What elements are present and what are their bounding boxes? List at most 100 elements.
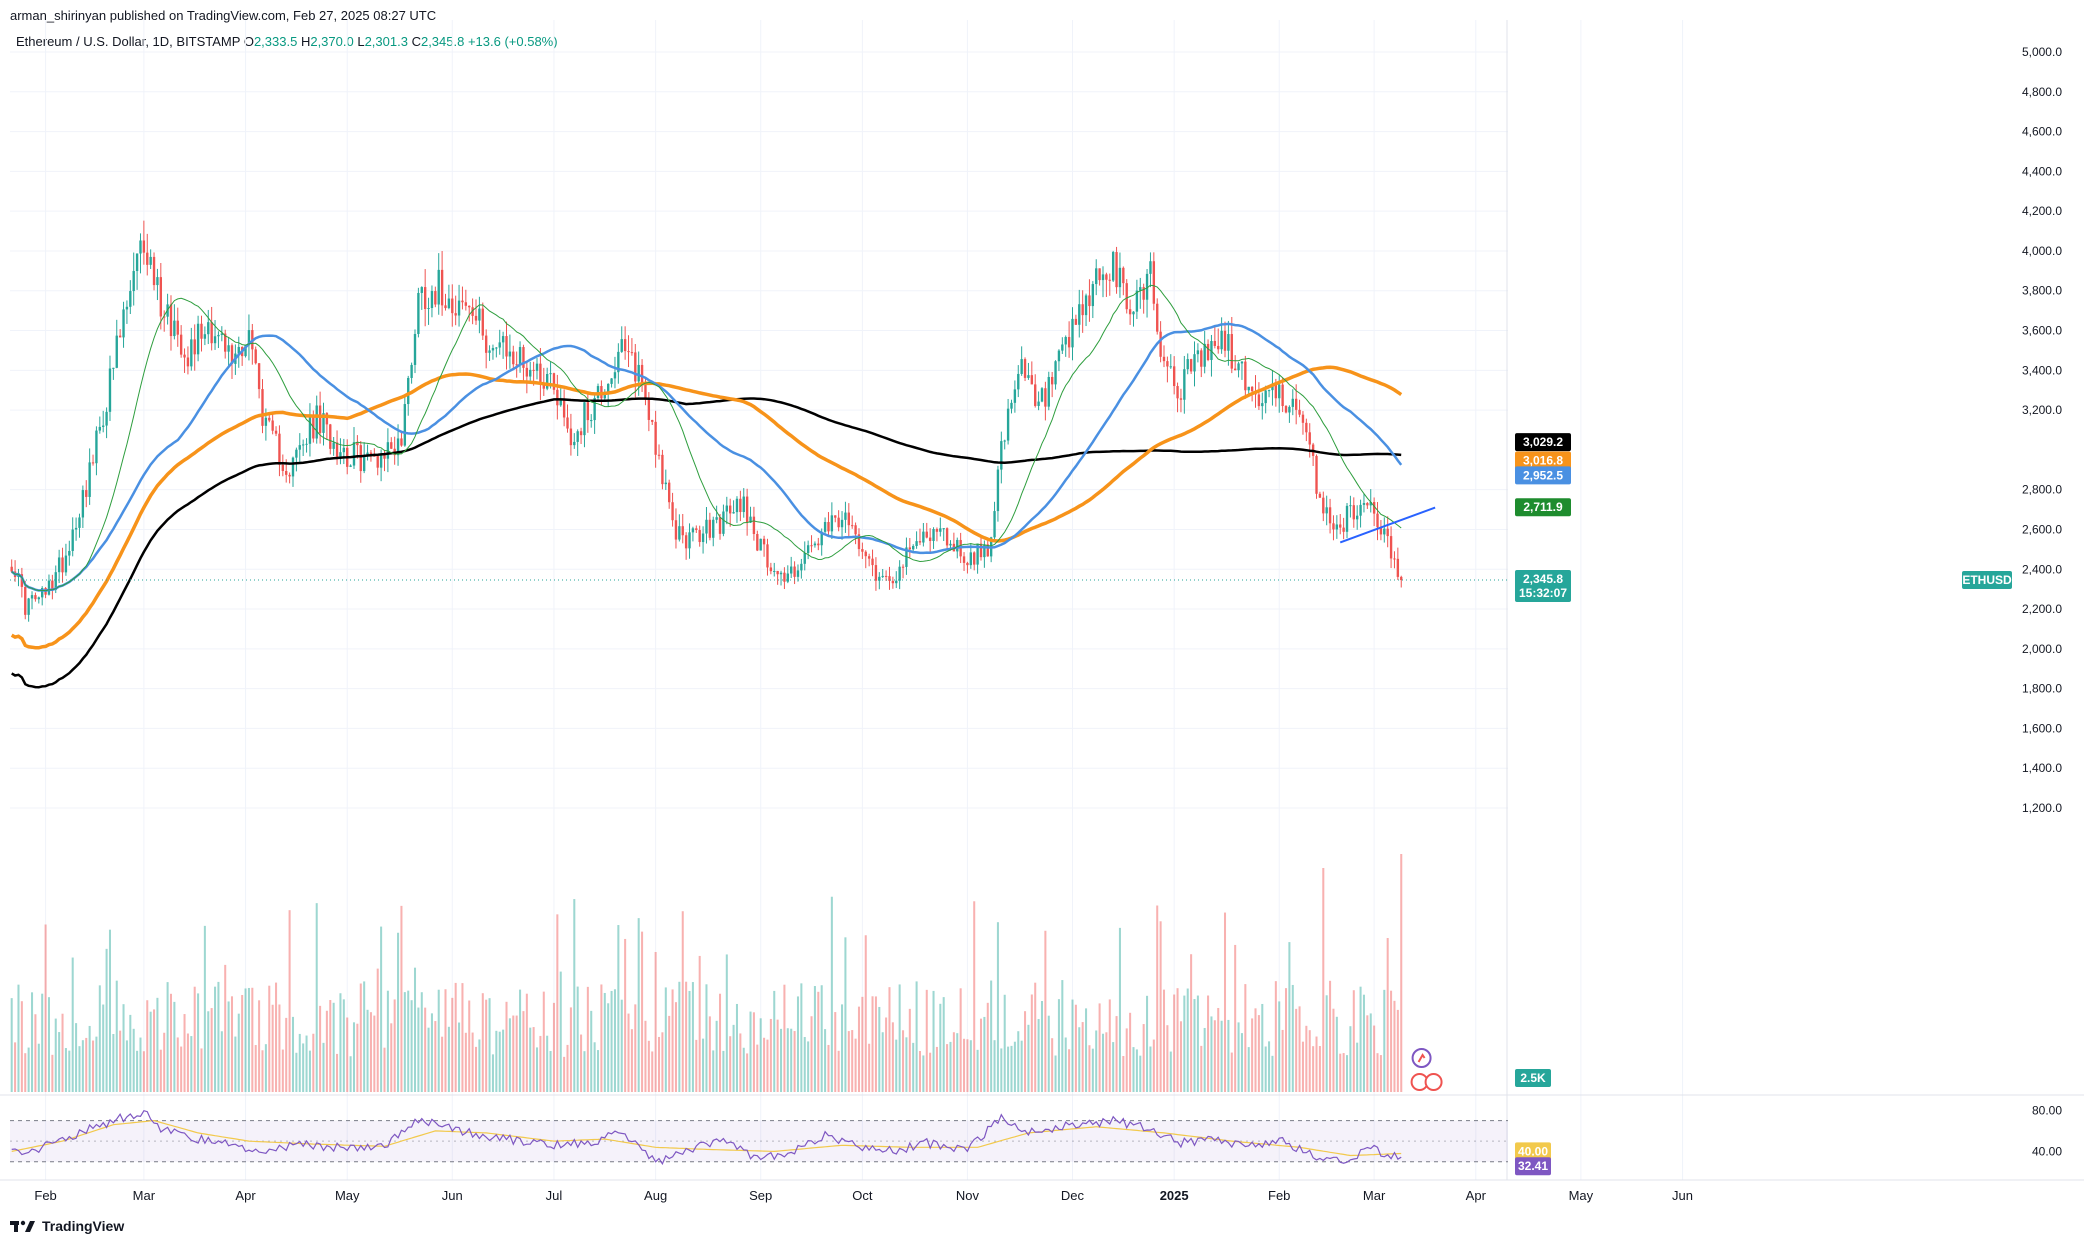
candle-body: [505, 336, 508, 357]
candle-body: [745, 496, 749, 523]
candle-body: [874, 565, 878, 581]
tradingview-logo-icon: [10, 1220, 35, 1232]
volume-bar: [278, 1004, 281, 1092]
volume-bar: [556, 914, 559, 1092]
candle-body: [37, 597, 40, 600]
ma-100-badge: 3,016.8: [1523, 454, 1563, 468]
volume-bar: [1284, 988, 1288, 1092]
volume-bar: [874, 996, 877, 1092]
candle-body: [417, 292, 420, 334]
candle-body: [156, 277, 159, 286]
volume-bar: [942, 997, 945, 1092]
volume-bar: [1020, 1040, 1023, 1092]
rsi-line: [11, 1109, 1402, 1166]
candle-body: [1376, 513, 1379, 528]
volume-bar: [546, 1035, 549, 1092]
price-tick-label: 3,600.0: [2022, 324, 2062, 338]
ma-50-badge: 2,952.5: [1523, 468, 1563, 482]
rsi-value-badge-bg: [1515, 1157, 1551, 1176]
volume-bar: [939, 1003, 942, 1092]
candle-body: [471, 307, 474, 316]
candle-body: [1389, 536, 1393, 559]
candle-body: [71, 529, 74, 551]
volume-bar: [413, 967, 417, 1092]
candle-body: [24, 586, 27, 615]
volume-bar: [163, 1032, 166, 1092]
candle-body: [722, 511, 725, 534]
volume-bar: [1088, 1045, 1091, 1092]
volume-bar: [552, 1002, 555, 1092]
price-tick-label: 3,800.0: [2022, 284, 2062, 298]
volume-bar: [254, 1045, 257, 1092]
candle-body: [1400, 576, 1403, 581]
volume-bar: [173, 1001, 176, 1092]
candle-body: [840, 519, 844, 528]
volume-bar: [14, 1042, 17, 1092]
volume-bar: [1230, 1052, 1233, 1092]
candle-body: [793, 566, 796, 577]
time-tick-label: Feb: [34, 1188, 56, 1203]
candle-body: [1159, 331, 1162, 357]
candle-body: [535, 363, 539, 371]
volume-bar: [966, 1039, 969, 1092]
volume-bar: [776, 1019, 779, 1092]
volume-bar: [1352, 990, 1355, 1092]
candle-body: [583, 402, 586, 436]
candle-body: [701, 533, 705, 543]
volume-bar: [112, 1034, 115, 1092]
volume-bar: [613, 989, 616, 1092]
volume-bar: [898, 984, 901, 1092]
candle-body: [484, 335, 488, 353]
volume-bar: [383, 1047, 386, 1092]
volume-bar: [24, 1053, 27, 1092]
volume-bar: [661, 1032, 664, 1092]
volume-bar: [1312, 1046, 1315, 1092]
price-tick-label: 1,800.0: [2022, 682, 2062, 696]
volume-bar: [288, 910, 291, 1092]
volume-bar: [1264, 1046, 1267, 1092]
volume-bar: [1118, 927, 1121, 1092]
volume-bar: [1254, 1008, 1257, 1092]
candle-body: [942, 528, 945, 530]
candle-body: [220, 333, 224, 335]
ma-50-badge-bg: [1515, 466, 1571, 485]
candle-body: [339, 452, 342, 458]
volume-bar: [302, 1043, 305, 1092]
tradingview-logo[interactable]: TradingView: [10, 1218, 124, 1234]
candle-body: [1013, 389, 1017, 403]
volume-bar: [959, 988, 962, 1092]
volume-bar: [1383, 989, 1386, 1092]
volume-bar: [508, 1018, 511, 1092]
candle-body: [508, 351, 512, 357]
volume-bar: [732, 1024, 735, 1092]
volume-bar: [146, 1000, 149, 1092]
time-tick-label: Oct: [852, 1188, 873, 1203]
price-tick-label: 5,000.0: [2022, 45, 2062, 59]
candle-body: [559, 400, 562, 406]
candle-body: [352, 442, 356, 466]
volume-bar: [88, 1025, 91, 1092]
volume-bar: [1115, 1016, 1118, 1092]
volume-bar: [488, 998, 491, 1092]
volume-bar: [430, 1013, 433, 1092]
candle-body: [407, 377, 410, 405]
volume-bar: [979, 1018, 983, 1092]
candle-body: [691, 528, 695, 533]
candle-body: [1345, 505, 1349, 532]
candle-body: [173, 320, 176, 337]
volume-bar: [654, 952, 657, 1092]
candle-body: [1115, 252, 1118, 288]
ma-200-badge: 3,029.2: [1523, 435, 1563, 449]
volume-bar: [702, 1038, 705, 1092]
tradingview-brand: TradingView: [42, 1218, 125, 1234]
volume-bar: [1024, 1011, 1027, 1092]
volume-bar: [763, 1037, 766, 1092]
candle-body: [932, 529, 935, 541]
volume-bar: [847, 1031, 850, 1092]
volume-bar: [1013, 1041, 1016, 1092]
low-value: 2,301.3: [364, 34, 408, 49]
symbol-title: Ethereum / U.S. Dollar, 1D, BITSTAMP: [16, 34, 241, 49]
candle-body: [108, 368, 112, 412]
candle-body: [830, 515, 834, 532]
